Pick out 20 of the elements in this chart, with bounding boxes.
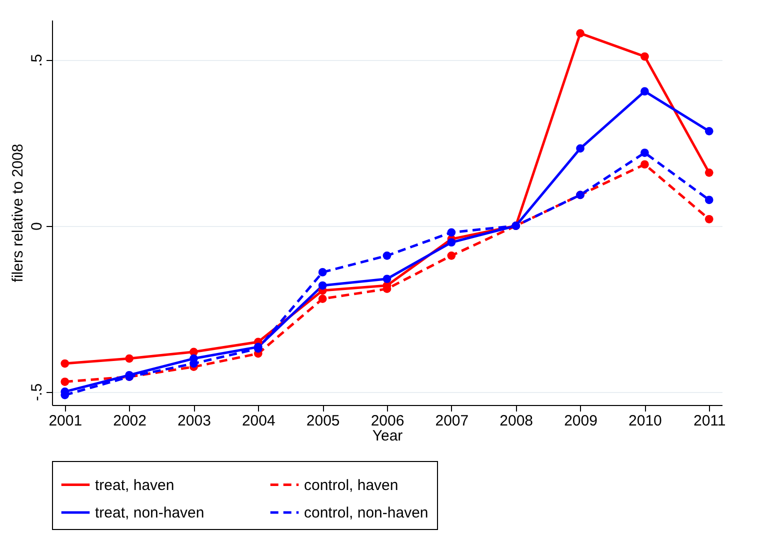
legend-label: treat, haven (95, 476, 174, 494)
legend-label: treat, non-haven (95, 504, 204, 522)
x-tick-label: 2008 (500, 412, 534, 430)
x-tick-label: 2007 (435, 412, 469, 430)
x-tick-label: 2011 (693, 412, 726, 430)
x-tick-label: 2006 (370, 412, 404, 430)
y-axis-title: filers relative to 2008 (10, 144, 26, 282)
legend-label: control, haven (304, 476, 398, 494)
x-tick-label: 2010 (628, 412, 662, 430)
x-tick-label: 2009 (564, 412, 598, 430)
x-tick-label: 2002 (113, 412, 146, 430)
x-tick-label: 2004 (242, 412, 276, 430)
x-tick-label: 2003 (178, 412, 211, 430)
x-axis-title: Year (372, 428, 403, 444)
legend-label: control, non-haven (304, 504, 428, 522)
x-tick-label: 2001 (48, 412, 82, 430)
y-tick-label: 0 (28, 222, 46, 230)
y-tick-label: .5 (28, 54, 46, 67)
y-tick-label: -.5 (28, 383, 46, 401)
x-tick-label: 2005 (306, 412, 340, 430)
